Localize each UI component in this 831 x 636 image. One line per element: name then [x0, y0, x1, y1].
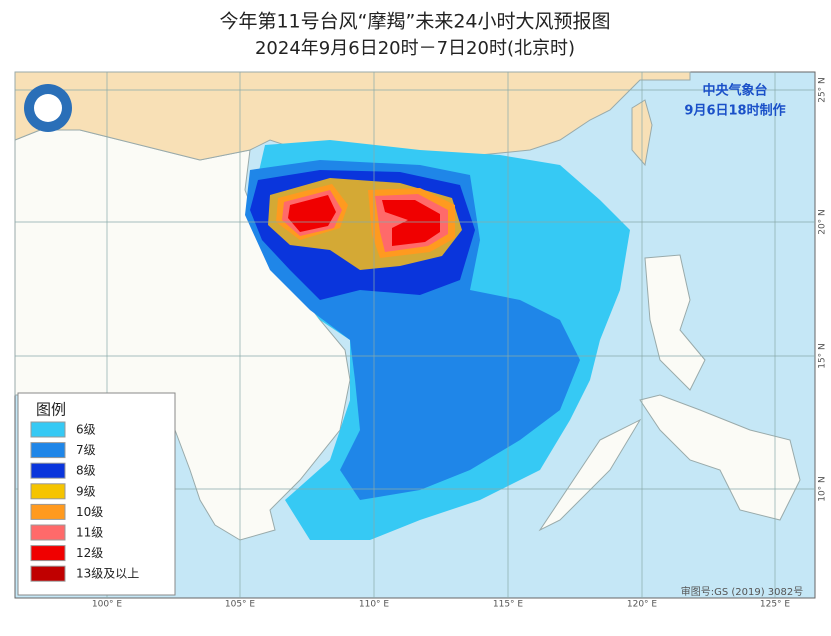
legend-label: 12级 [76, 546, 103, 560]
legend-swatch [30, 462, 66, 479]
legend-swatch [30, 483, 66, 500]
legend-swatch [30, 524, 66, 541]
legend-swatch [30, 503, 66, 520]
legend-label: 6级 [76, 423, 96, 437]
longitude-label: 125° E [760, 600, 791, 610]
issued: 9月6日18时制作 [684, 103, 785, 119]
latitude-label: 15° N [818, 343, 828, 369]
legend-label: 10级 [76, 505, 103, 519]
latitude-label: 10° N [818, 476, 828, 502]
legend-swatch [30, 545, 66, 562]
agency: 中央气象台 [702, 83, 767, 99]
legend-title: 图例 [36, 401, 66, 419]
legend-swatch [30, 421, 66, 438]
legend-label: 7级 [76, 443, 96, 457]
longitude-label: 120° E [627, 600, 658, 610]
subtitle: 2024年9月6日20时－7日20时(北京时) [255, 38, 575, 59]
longitude-label: 110° E [359, 600, 390, 610]
legend-label: 13级及以上 [76, 567, 139, 581]
legend-label: 11级 [76, 526, 103, 540]
latitude-label: 25° N [818, 77, 828, 103]
longitude-label: 115° E [493, 600, 524, 610]
approval: 审图号:GS (2019) 3082号 [681, 585, 804, 598]
logo [34, 94, 62, 122]
latitude-label: 20° N [818, 209, 828, 235]
longitude-label: 100° E [92, 600, 123, 610]
wind-zone [288, 195, 440, 246]
philippines [538, 254, 801, 532]
legend-swatch [30, 442, 66, 459]
longitude-label: 105° E [225, 600, 256, 610]
legend-label: 9级 [76, 484, 96, 498]
legend-swatch [30, 565, 66, 582]
legend-label: 8级 [76, 464, 96, 478]
title: 今年第11号台风“摩羯”未来24小时大风预报图 [219, 11, 610, 33]
